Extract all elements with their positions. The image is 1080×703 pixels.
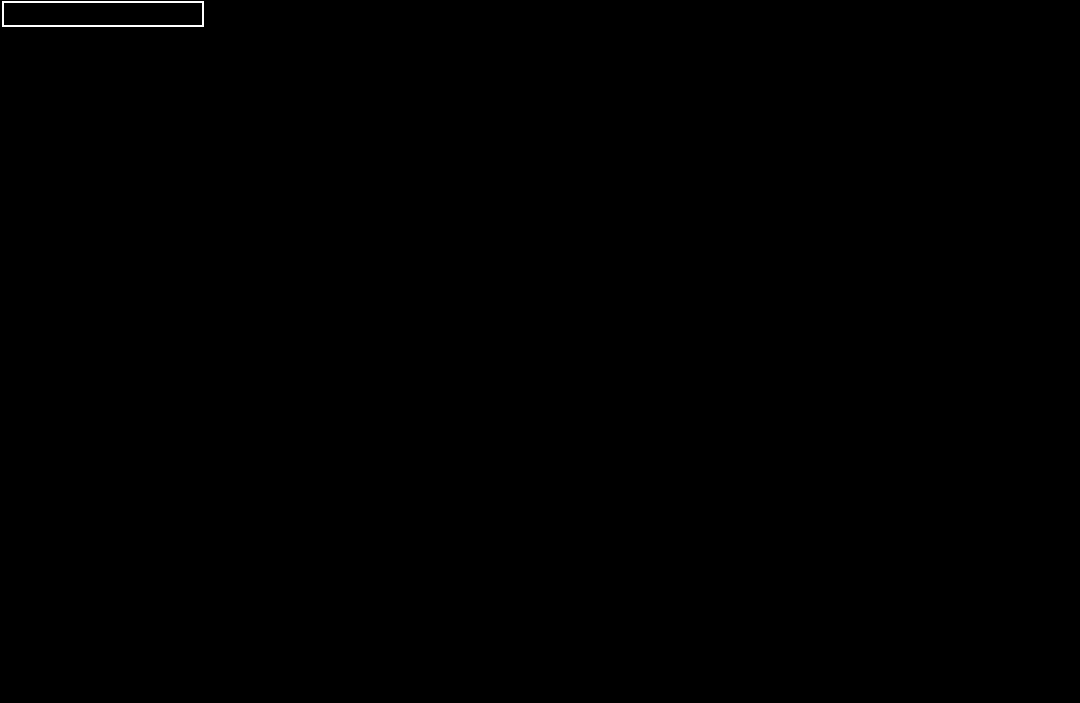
header-quote-row: [210, 16, 267, 52]
macd-legend-row: [12, 506, 79, 545]
instrument-title: [2, 1, 204, 27]
rsi-legend-row: [14, 607, 57, 646]
ma-legend-row: [12, 44, 48, 77]
